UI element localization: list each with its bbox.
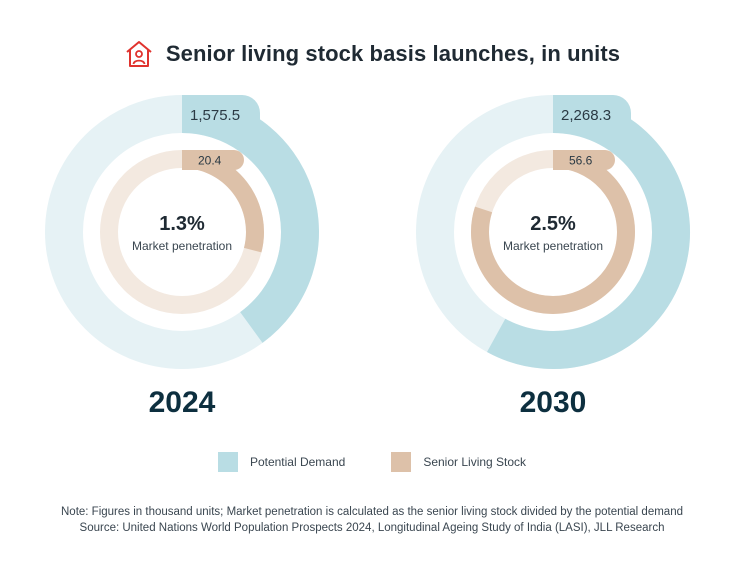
year-label: 2024 [149, 386, 216, 419]
penetration-caption: Market penetration [503, 239, 603, 253]
legend-label-demand: Potential Demand [249, 455, 346, 469]
donut-2030 [416, 95, 690, 369]
title-row: Senior living stock basis launches, in u… [0, 36, 744, 72]
donut-2024 [45, 95, 319, 369]
notes: Note: Figures in thousand units; Market … [0, 504, 744, 536]
senior-living-stock-arc [471, 150, 635, 314]
potential-demand-value: 2,268.3 [561, 107, 611, 124]
potential-demand-label-tab [553, 95, 631, 129]
senior-living-stock-arc [181, 150, 264, 253]
senior-living-stock-value: 56.6 [569, 154, 593, 168]
legend-label-stock: Senior Living Stock [423, 455, 527, 469]
penetration-value: 1.3% [159, 213, 205, 235]
legend-item-demand: Potential Demand [217, 452, 346, 472]
legend: Potential Demand Senior Living Stock [0, 452, 744, 472]
legend-swatch-demand [217, 452, 238, 472]
potential-demand-arc [487, 95, 690, 369]
chart-title: Senior living stock basis launches, in u… [165, 41, 621, 66]
penetration-value: 2.5% [530, 213, 576, 235]
legend-swatch-stock [391, 452, 412, 472]
potential-demand-value: 1,575.5 [190, 107, 240, 124]
stock-label-tab [182, 150, 244, 170]
note-line: Note: Figures in thousand units; Market … [61, 506, 683, 518]
senior-living-stock-value: 20.4 [198, 154, 222, 168]
legend-item-stock: Senior Living Stock [391, 452, 526, 472]
potential-demand-label-tab [182, 95, 260, 129]
year-label: 2030 [520, 386, 587, 419]
house-person-icon [126, 41, 152, 67]
stock-label-tab [553, 150, 615, 170]
source-line: Source: United Nations World Population … [79, 522, 665, 534]
penetration-caption: Market penetration [132, 239, 232, 253]
